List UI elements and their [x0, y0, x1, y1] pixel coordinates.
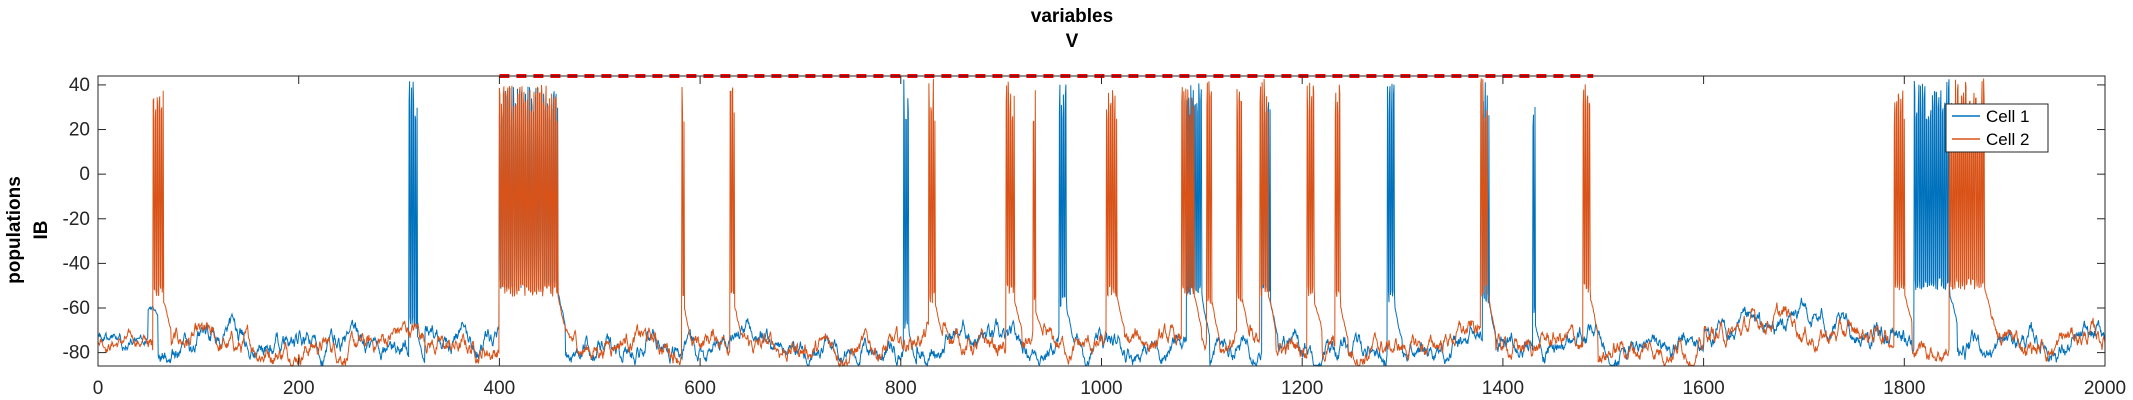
- y-tick-label: 40: [69, 75, 90, 96]
- y-tick-label: -20: [63, 209, 90, 230]
- x-tick-label: 600: [684, 378, 716, 399]
- chart-title-line-2: V: [1066, 31, 1079, 52]
- legend: Cell 1 Cell 2: [1945, 103, 2049, 153]
- traces: [97, 78, 2106, 368]
- series-line-2: [97, 78, 2106, 368]
- y-tick-label: -40: [63, 253, 90, 274]
- x-tick-label: 1200: [1281, 378, 1323, 399]
- x-tick-label: 2000: [2084, 378, 2126, 399]
- legend-label-cell-2: Cell 2: [1986, 130, 2029, 149]
- series-line-1: [97, 79, 2106, 368]
- x-tick-label: 800: [885, 378, 917, 399]
- y-tick-label: -80: [63, 343, 90, 364]
- x-tick-label: 400: [484, 378, 516, 399]
- x-tick-label: 1800: [1883, 378, 1925, 399]
- y-tick-label: -60: [63, 298, 90, 319]
- x-tick-label: 1400: [1482, 378, 1524, 399]
- legend-box: [1945, 103, 2049, 153]
- x-tick-label: 1600: [1682, 378, 1724, 399]
- x-tick-label: 1000: [1080, 378, 1122, 399]
- axes: 0 200 400 600 800 1000 1200 1400 1600 1800 2000-80…: [63, 75, 2127, 399]
- y-tick-label: 20: [69, 120, 90, 141]
- y-axis-label-line-1: populations: [4, 176, 25, 284]
- x-tick-label: 0: [93, 378, 104, 399]
- legend-label-cell-1: Cell 1: [1986, 107, 2029, 126]
- y-axis-label-line-2: IB: [31, 221, 52, 240]
- chart-title-line-1: variables: [1031, 6, 1113, 27]
- axes-box: [97, 75, 2106, 367]
- y-tick-label: 0: [79, 164, 90, 185]
- x-tick-label: 200: [283, 378, 315, 399]
